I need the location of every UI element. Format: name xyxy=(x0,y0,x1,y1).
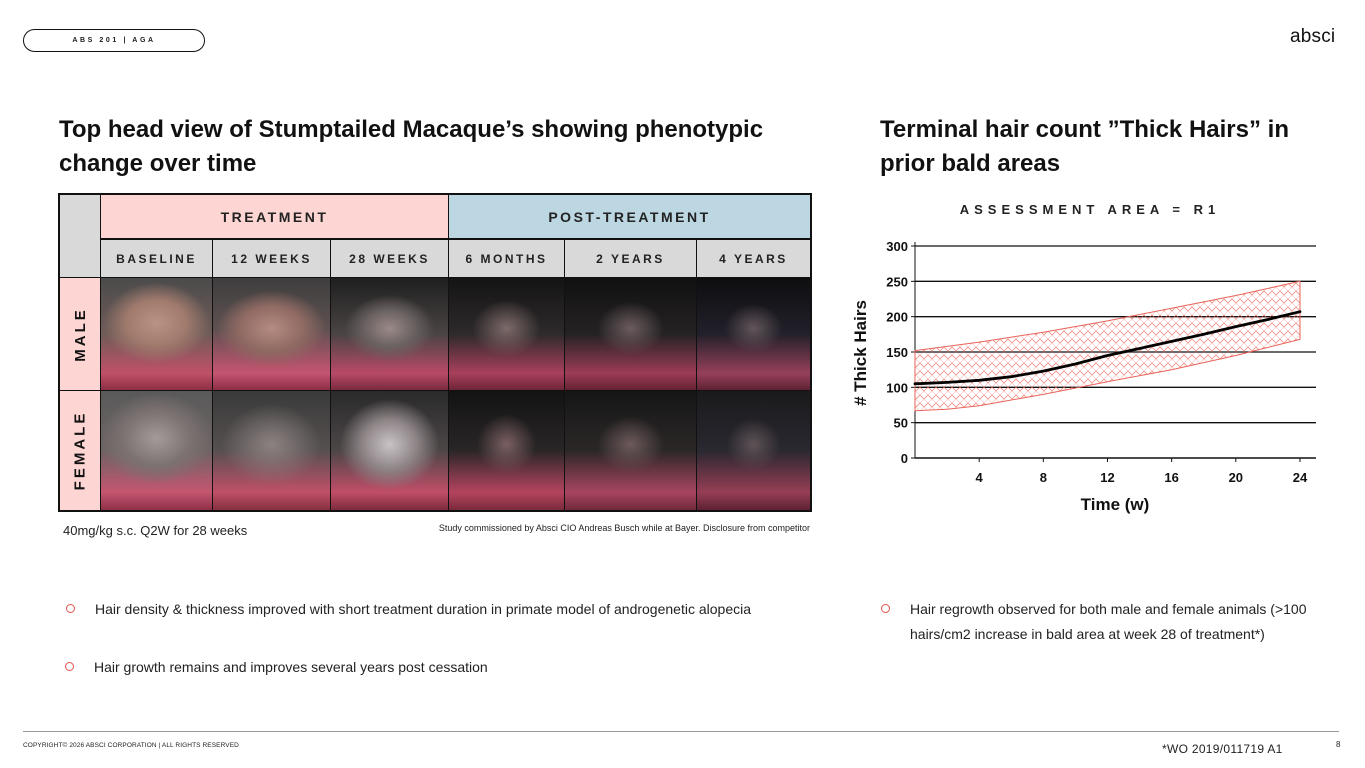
bullet-ring-icon xyxy=(66,604,75,613)
phenotype-grid: TREATMENT POST-TREATMENT BASELINE 12 WEE… xyxy=(58,193,812,512)
absci-logo: absci xyxy=(1290,26,1336,47)
photo-female-12-weeks xyxy=(213,391,330,510)
left-bullet-2: Hair growth remains and improves several… xyxy=(65,655,794,680)
photo-female-2-years xyxy=(565,391,696,510)
y-tick-label: 200 xyxy=(886,310,908,325)
x-axis-label: Time (w) xyxy=(1081,495,1150,514)
photo-male-baseline xyxy=(101,278,212,390)
y-tick-label: 50 xyxy=(894,416,908,431)
col-28-weeks: 28 WEEKS xyxy=(331,240,448,277)
photo-female-28-weeks xyxy=(331,391,448,510)
x-tick-label: 20 xyxy=(1229,470,1243,485)
col-12-weeks: 12 WEEKS xyxy=(213,240,330,277)
thick-hairs-chart: ASSESSMENT AREA = R1 0 50 100 150 200 250 300 4… xyxy=(851,202,1316,514)
footer-divider xyxy=(23,731,1339,732)
row-label-female: FEMALE xyxy=(60,391,100,510)
series-line-0 xyxy=(913,310,1302,386)
photo-male-6-months xyxy=(449,278,564,390)
photo-male-2-years xyxy=(565,278,696,390)
y-tick-label: 150 xyxy=(886,345,908,360)
y-tick-label: 250 xyxy=(886,274,908,289)
row-label-male: MALE xyxy=(60,278,100,390)
group-treatment: TREATMENT xyxy=(101,195,448,238)
y-tick-label: 300 xyxy=(886,239,908,254)
x-tick-label: 16 xyxy=(1164,470,1178,485)
photo-male-4-years xyxy=(697,278,810,390)
photo-female-4-years xyxy=(697,391,810,510)
dose-note: 40mg/kg s.c. Q2W for 28 weeks xyxy=(63,523,248,538)
photo-female-baseline xyxy=(101,391,212,510)
bullet-ring-icon xyxy=(881,604,890,613)
confidence-band xyxy=(914,280,1301,412)
chart-title: ASSESSMENT AREA = R1 xyxy=(960,202,1221,217)
right-title: Terminal hair count ”Thick Hairs” in pri… xyxy=(880,116,1289,177)
section-tag: ABS 201 | AGA xyxy=(23,29,205,52)
col-6-months: 6 MONTHS xyxy=(449,240,564,277)
grid-corner xyxy=(60,195,100,277)
page-number: 8 xyxy=(1336,740,1341,749)
patent-reference: *WO 2019/011719 A1 xyxy=(1162,742,1283,756)
copyright: COPYRIGHT© 2026 ABSCI CORPORATION | ALL … xyxy=(23,742,239,749)
col-baseline: BASELINE xyxy=(101,240,212,277)
left-title: Top head view of Stumptailed Macaque’s s… xyxy=(59,116,764,177)
study-credit: Study commissioned by Absci CIO Andreas … xyxy=(438,523,810,533)
x-tick-label: 4 xyxy=(976,470,984,485)
x-tick-label: 8 xyxy=(1040,470,1047,485)
y-tick-label: 100 xyxy=(886,380,908,395)
photo-male-28-weeks xyxy=(331,278,448,390)
group-post-treatment: POST-TREATMENT xyxy=(449,195,810,238)
col-2-years: 2 YEARS xyxy=(565,240,696,277)
col-4-years: 4 YEARS xyxy=(697,240,810,277)
photo-male-12-weeks xyxy=(213,278,330,390)
x-tick-label: 24 xyxy=(1293,470,1308,485)
right-bullet-1: Hair regrowth observed for both male and… xyxy=(881,597,1320,647)
y-tick-label: 0 xyxy=(901,451,908,466)
y-axis-label: # Thick Hairs xyxy=(851,300,870,406)
photo-female-6-months xyxy=(449,391,564,510)
left-bullet-1: Hair density & thickness improved with s… xyxy=(66,597,795,622)
bullet-ring-icon xyxy=(65,662,74,671)
x-tick-label: 12 xyxy=(1100,470,1114,485)
